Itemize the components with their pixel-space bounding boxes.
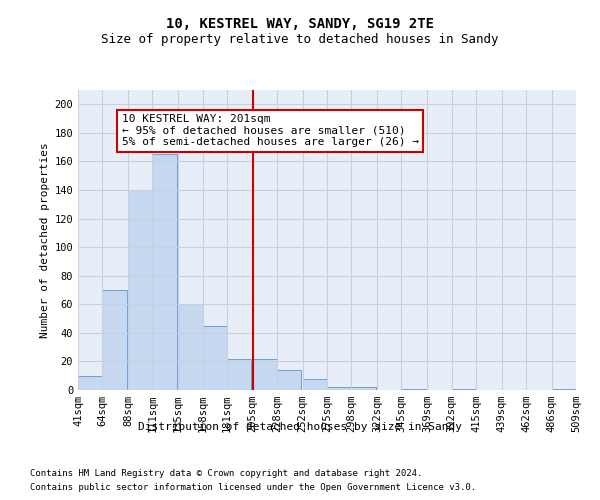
- Y-axis label: Number of detached properties: Number of detached properties: [40, 142, 50, 338]
- Bar: [452, 388, 476, 390]
- Bar: [178, 304, 203, 390]
- Bar: [401, 388, 426, 390]
- Bar: [78, 376, 103, 390]
- Bar: [152, 154, 177, 390]
- Bar: [302, 378, 327, 390]
- Bar: [352, 387, 376, 390]
- Text: Size of property relative to detached houses in Sandy: Size of property relative to detached ho…: [101, 32, 499, 46]
- Bar: [551, 388, 576, 390]
- Bar: [327, 387, 352, 390]
- Bar: [253, 358, 277, 390]
- Text: 10 KESTREL WAY: 201sqm
← 95% of detached houses are smaller (510)
5% of semi-det: 10 KESTREL WAY: 201sqm ← 95% of detached…: [122, 114, 419, 148]
- Bar: [203, 326, 227, 390]
- Bar: [128, 190, 152, 390]
- Text: Contains HM Land Registry data © Crown copyright and database right 2024.: Contains HM Land Registry data © Crown c…: [30, 468, 422, 477]
- Text: 10, KESTREL WAY, SANDY, SG19 2TE: 10, KESTREL WAY, SANDY, SG19 2TE: [166, 18, 434, 32]
- Text: Distribution of detached houses by size in Sandy: Distribution of detached houses by size …: [138, 422, 462, 432]
- Bar: [227, 358, 251, 390]
- Bar: [103, 290, 127, 390]
- Bar: [277, 370, 301, 390]
- Text: Contains public sector information licensed under the Open Government Licence v3: Contains public sector information licen…: [30, 484, 476, 492]
